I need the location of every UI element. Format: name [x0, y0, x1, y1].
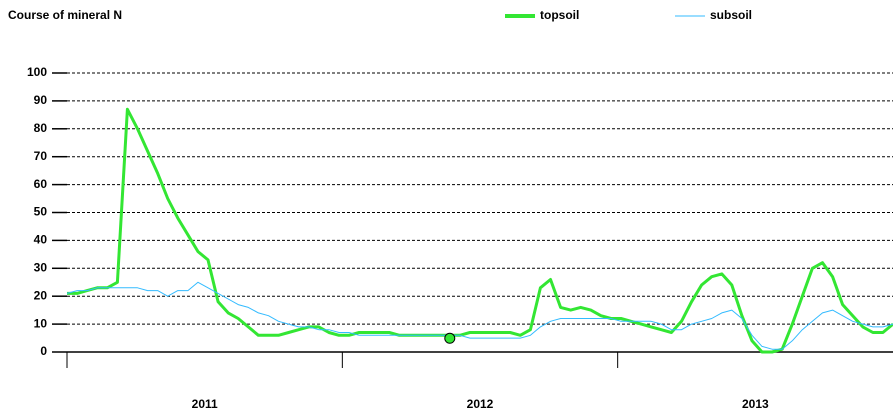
x-tick-label: 2012	[467, 397, 494, 411]
y-tick-label: 100	[27, 65, 47, 79]
y-tick-label: 90	[34, 93, 48, 107]
y-tick-label: 40	[34, 233, 48, 247]
x-tick-label: 2011	[192, 397, 218, 411]
y-tick-label: 30	[34, 260, 48, 274]
x-tick-label: 2013	[742, 397, 769, 411]
legend-label: subsoil	[710, 8, 752, 22]
y-tick-label: 80	[34, 121, 48, 135]
y-tick-label: 10	[34, 316, 48, 330]
y-tick-label: 60	[34, 177, 48, 191]
y-tick-label: 0	[40, 344, 47, 358]
position-marker	[444, 332, 456, 344]
y-tick-label: 70	[34, 149, 48, 163]
chart-title: Course of mineral N	[8, 8, 122, 22]
line-1	[66, 281, 893, 350]
line-0	[67, 107, 893, 354]
y-tick-label: 50	[34, 205, 48, 219]
legend-label: topsoil	[540, 8, 579, 22]
y-tick-label: 20	[34, 288, 48, 302]
